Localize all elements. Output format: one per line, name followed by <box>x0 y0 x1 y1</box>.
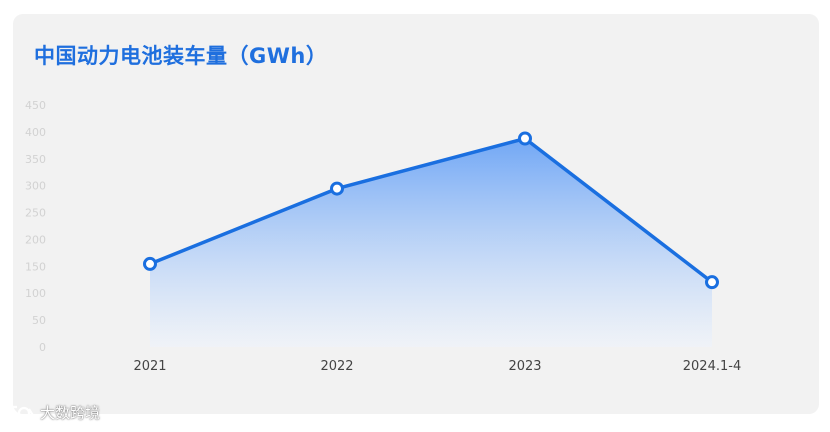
x-tick-label: 2024.1-4 <box>683 359 741 374</box>
y-tick-label: 250 <box>25 207 46 220</box>
x-tick-label: 2023 <box>508 359 541 374</box>
x-tick-label: 2021 <box>133 359 166 374</box>
y-tick-label: 350 <box>25 153 46 166</box>
y-tick-label: 150 <box>25 260 46 273</box>
y-tick-label: 300 <box>25 180 46 193</box>
series-area <box>150 138 712 347</box>
x-tick-label: 2022 <box>320 359 353 374</box>
y-tick-label: 100 <box>25 287 46 300</box>
y-tick-label: 50 <box>32 314 46 327</box>
y-tick-label: 200 <box>25 233 46 246</box>
y-tick-label: 0 <box>39 341 46 354</box>
brand-logo-icon <box>9 405 35 419</box>
series-line <box>149 136 714 284</box>
x-axis: 2021 2022 2023 2024.1-4 <box>133 359 741 374</box>
data-point-2022[interactable] <box>330 181 344 196</box>
data-point-2023[interactable] <box>518 131 532 146</box>
data-point-2024.1-4[interactable] <box>705 275 719 290</box>
plot-area <box>143 131 719 347</box>
watermark: 大数跨境 <box>8 402 100 423</box>
watermark-text: 大数跨境 <box>40 404 101 422</box>
data-point-2021[interactable] <box>143 256 157 271</box>
y-axis: 0 50 100 150 200 250 300 350 400 450 <box>25 99 46 354</box>
y-tick-label: 450 <box>25 99 46 112</box>
chart-title: 中国动力电池装车量（GWh） <box>34 44 328 68</box>
y-tick-label: 400 <box>25 126 46 139</box>
